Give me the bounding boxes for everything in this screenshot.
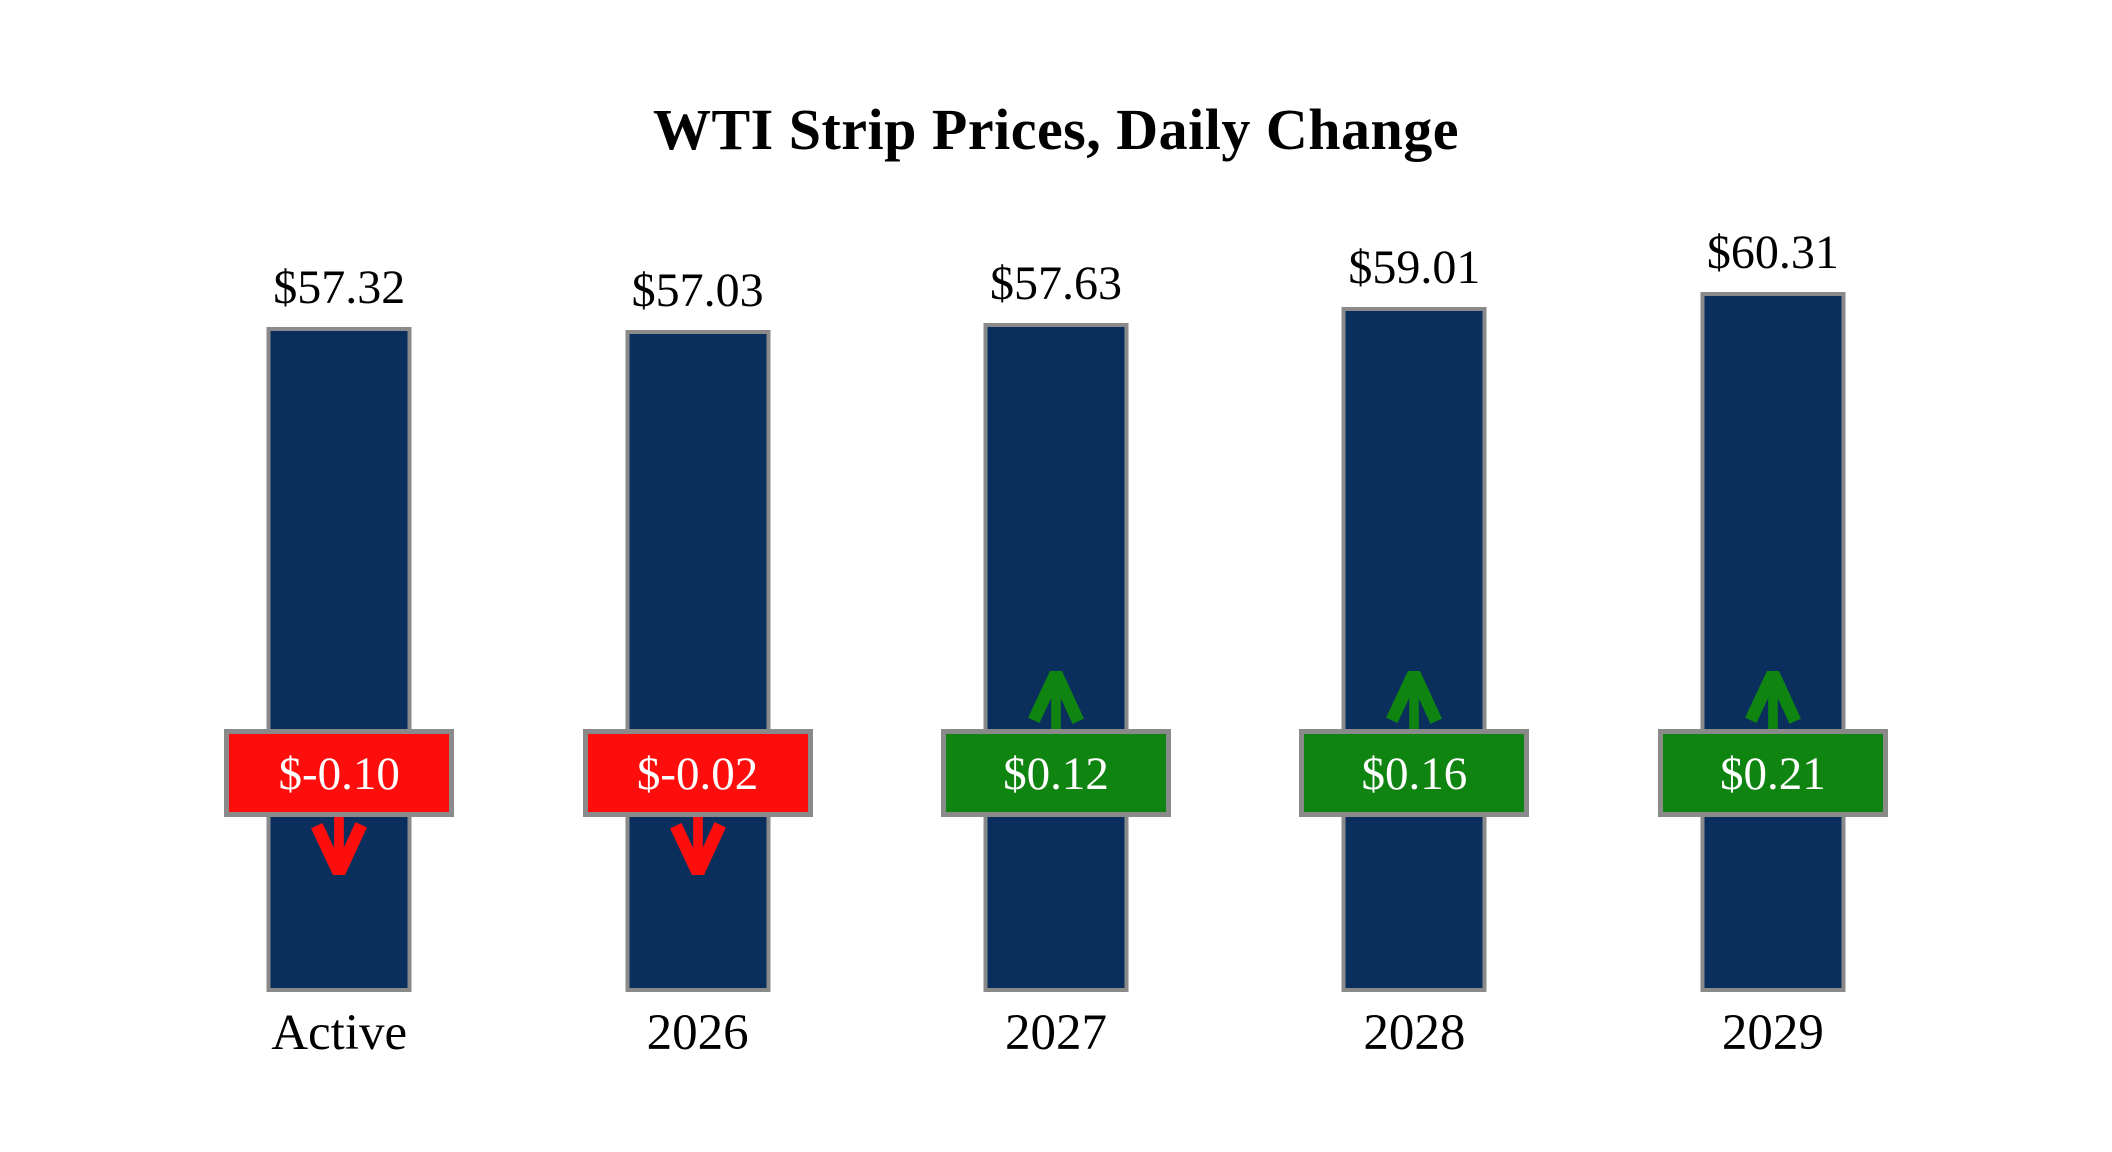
change-badge: $0.16: [1299, 729, 1530, 817]
up-arrow-icon: [1386, 671, 1443, 729]
price-bar: [266, 327, 412, 992]
change-badge: $-0.02: [582, 729, 813, 817]
category-label: 2028: [1363, 1005, 1466, 1061]
price-bar: [983, 323, 1129, 992]
chart-title: WTI Strip Prices, Daily Change: [652, 97, 1460, 162]
price-bar: [625, 330, 771, 992]
bar-column-2026: $57.03 $-0.02: [518, 264, 876, 992]
price-label: $60.31: [1706, 226, 1839, 279]
price-label: $57.63: [990, 257, 1123, 310]
plot-area: $57.32 $-0.10 $57.03 $-0.02 $57.63 $0.12 $59.0…: [160, 226, 1952, 992]
category-label: Active: [271, 1005, 408, 1061]
price-label: $57.03: [631, 264, 764, 317]
down-arrow-icon: [669, 817, 726, 875]
change-badge: $0.12: [941, 729, 1172, 817]
x-axis-labels: Active 2026 2027 2028 2029: [160, 1004, 1952, 1062]
bar-column-active: $57.32 $-0.10: [160, 261, 518, 992]
price-bar: [1700, 292, 1846, 992]
change-badge: $-0.10: [224, 729, 455, 817]
price-label: $59.01: [1348, 241, 1481, 294]
price-label: $57.32: [273, 261, 406, 314]
up-arrow-icon: [1744, 671, 1801, 729]
change-badge: $0.21: [1657, 729, 1888, 817]
bar-column-2028: $59.01 $0.16: [1235, 241, 1593, 992]
bar-column-2029: $60.31 $0.21: [1594, 226, 1952, 992]
up-arrow-icon: [1028, 671, 1084, 729]
category-label: 2029: [1721, 1005, 1824, 1061]
price-bar: [1341, 307, 1487, 992]
category-label: 2026: [646, 1005, 749, 1061]
category-label: 2027: [1005, 1005, 1108, 1061]
bar-column-2027: $57.63 $0.12: [877, 257, 1235, 992]
down-arrow-icon: [311, 817, 368, 875]
